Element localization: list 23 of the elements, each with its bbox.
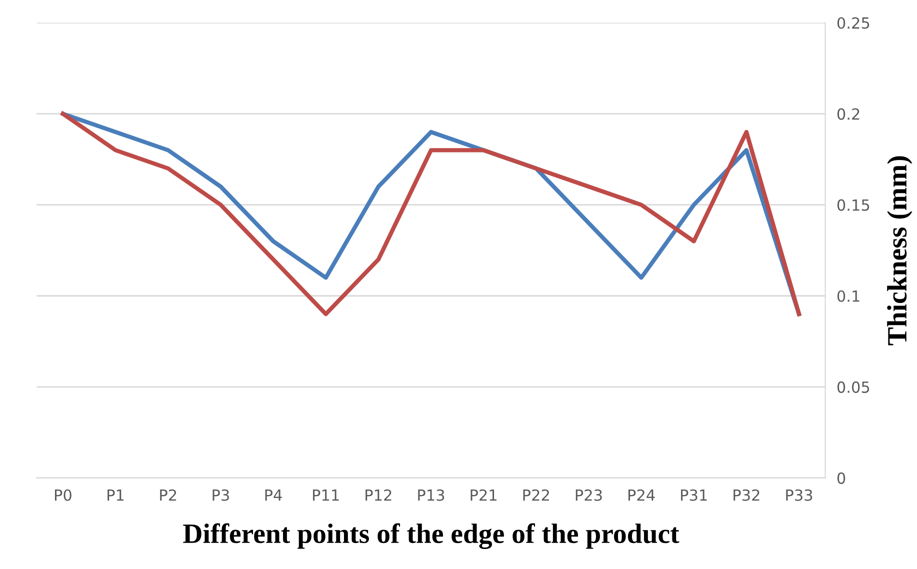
y-tick-label: 0.15 <box>837 199 870 211</box>
x-axis-title: Different points of the edge of the product <box>183 523 680 549</box>
x-tick-label: P3 <box>212 489 229 501</box>
x-tick-label: P2 <box>160 489 176 501</box>
y-tick-label: 0.2 <box>837 108 860 120</box>
x-tick-label: P4 <box>265 490 282 501</box>
x-tick-label: P13 <box>418 489 444 501</box>
x-tick-label: P24 <box>628 489 655 501</box>
x-tick-label: P23 <box>576 489 602 501</box>
y-tick-label: 0 <box>837 472 846 484</box>
x-tick-label: P22 <box>523 489 549 501</box>
x-tick-label: P33 <box>786 489 812 501</box>
y-axis-title: Thickness (mm) <box>887 156 912 346</box>
y-tick-label: 0.1 <box>837 290 860 302</box>
x-tick-label: P0 <box>55 489 72 501</box>
x-tick-label: P21 <box>470 489 496 501</box>
y-tick-label: 0.05 <box>837 381 870 393</box>
x-tick-label: P11 <box>313 490 339 501</box>
x-tick-label: P31 <box>681 489 707 501</box>
x-tick-label: P12 <box>366 489 392 501</box>
x-tick-label: P1 <box>108 490 124 501</box>
x-tick-label: P32 <box>734 489 760 501</box>
y-tick-label: 0.25 <box>837 17 870 29</box>
